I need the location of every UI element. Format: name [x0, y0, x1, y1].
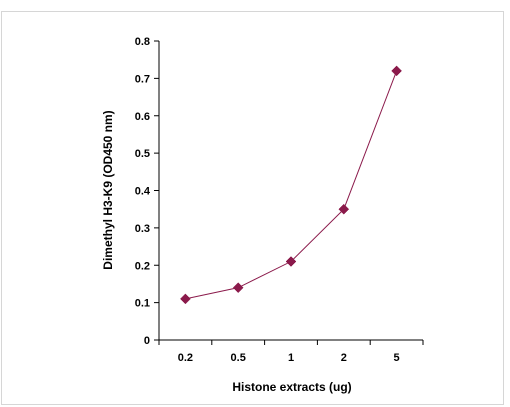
y-axis-title: Dimethyl H3-K9 (OD450 nm) [101, 110, 115, 269]
y-tick-label: 0.1 [135, 298, 150, 310]
x-tick-label: 2 [341, 352, 347, 364]
data-point-marker [338, 203, 350, 215]
data-point-marker [391, 65, 402, 77]
x-axis-title: Histone extracts (ug) [232, 380, 351, 394]
y-tick-label: 0.4 [135, 186, 151, 198]
y-tick-label: 0.3 [135, 223, 150, 235]
data-point-marker [232, 282, 244, 294]
y-tick-label: 0.5 [135, 148, 150, 160]
y-tick-label: 0 [144, 335, 150, 347]
x-tick-label: 0.2 [178, 352, 193, 364]
chart-frame [1, 11, 504, 405]
series-group [180, 65, 402, 305]
y-tick-label: 0.6 [135, 111, 150, 123]
x-tick-label: 0.5 [231, 352, 246, 364]
data-point-marker [285, 256, 297, 267]
x-axis: 0.2 0.5 1 2 5 [158, 339, 424, 364]
y-tick-label: 0.2 [135, 260, 150, 272]
data-point-marker [180, 293, 191, 305]
y-tick-label: 0.8 [135, 36, 150, 48]
y-tick-label: 0.7 [135, 73, 150, 85]
x-tick-label: 5 [394, 352, 400, 364]
y-axis: 0 0.1 0.2 0.3 0.4 0.5 0.6 0.7 0.8 [135, 36, 160, 347]
x-tick-label: 1 [288, 352, 294, 364]
